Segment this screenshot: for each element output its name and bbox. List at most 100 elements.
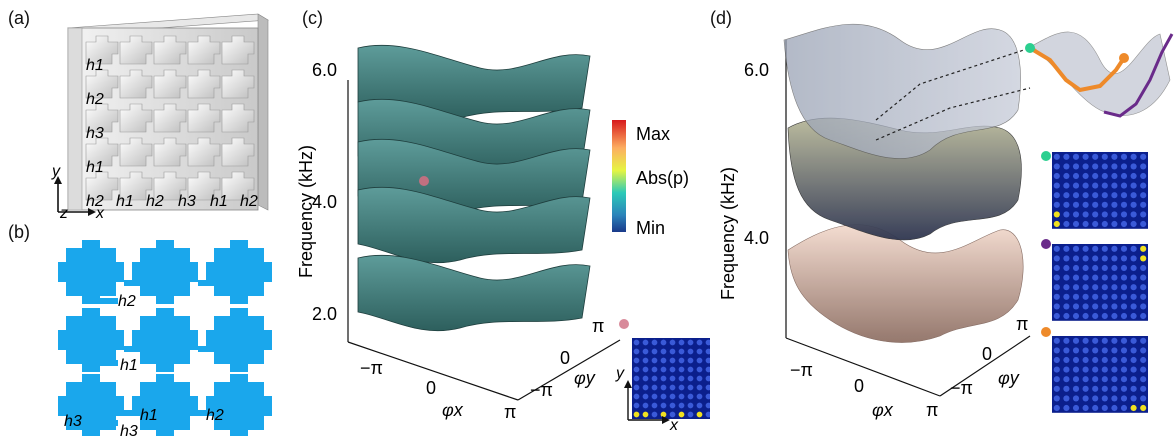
field-map-dot xyxy=(1053,211,1060,218)
field-map-dot xyxy=(1130,153,1137,160)
field-map-dot xyxy=(1063,293,1070,300)
field-map-dot xyxy=(1111,274,1118,281)
field-map-dot xyxy=(1082,211,1089,218)
field-map-dot xyxy=(669,357,676,364)
field-map-dot xyxy=(1120,172,1128,180)
field-map-dot xyxy=(1101,347,1108,354)
xlabel-c: φx xyxy=(442,400,464,420)
field-map-dot xyxy=(651,366,658,373)
field-map-dot xyxy=(1140,366,1147,373)
field-map-dot xyxy=(1053,172,1060,180)
field-map-dot xyxy=(1101,255,1108,262)
connector-lines-d xyxy=(875,47,1031,121)
structure-cell xyxy=(187,137,221,167)
panel-d-plot: Frequency (kHz) 4.0 6.0 −π 0 π φx −π 0 π… xyxy=(718,23,1174,420)
field-map-dot xyxy=(1140,172,1147,180)
field-map-dot xyxy=(642,393,649,400)
field-map-dot xyxy=(678,375,685,382)
field-map-dot xyxy=(696,339,703,346)
field-map-dot xyxy=(1072,245,1080,252)
field-map-dot xyxy=(651,402,658,409)
field-map-dot xyxy=(1111,366,1118,373)
field-map-dot xyxy=(1140,376,1147,383)
connector-bar xyxy=(124,280,146,286)
field-map-dot xyxy=(1053,274,1060,281)
field-map-dot xyxy=(1072,264,1080,272)
field-map-dot xyxy=(696,375,703,382)
structure-cell xyxy=(153,137,187,167)
field-map-dot xyxy=(1063,182,1070,189)
field-map-dot xyxy=(696,402,703,409)
field-map-dot xyxy=(1140,404,1147,412)
field-map-dot xyxy=(1140,312,1147,320)
field-map-dot xyxy=(642,348,649,355)
h-label-v3: h3 xyxy=(86,125,104,142)
xtick-d-2: π xyxy=(926,400,938,420)
dim-h3: h3 xyxy=(64,413,82,430)
field-map-dot xyxy=(1120,284,1128,291)
colorbar-mid: Abs(p) xyxy=(636,168,689,188)
field-map-dot xyxy=(705,339,710,346)
field-map-dot xyxy=(651,384,658,391)
field-map-dot xyxy=(1092,312,1099,320)
field-map-dot xyxy=(1082,201,1089,208)
field-map-dot xyxy=(1092,347,1099,354)
field-map-dot xyxy=(1130,274,1137,281)
field-map-dot xyxy=(696,366,703,373)
field-map-dot xyxy=(1111,312,1118,320)
field-map-dot xyxy=(1130,264,1137,272)
field-map-dot xyxy=(1092,303,1099,310)
field-map-dot xyxy=(1082,245,1089,252)
field-map-dot xyxy=(1111,201,1118,208)
field-map-dot xyxy=(1111,404,1118,412)
unit-cell-block xyxy=(206,308,272,372)
xlabel-d: φx xyxy=(872,400,894,420)
field-map-dot xyxy=(1063,264,1070,272)
field-map-dot xyxy=(1063,376,1070,383)
connector-bar xyxy=(198,280,220,286)
structure-cell xyxy=(153,103,187,133)
h-label-v2: h2 xyxy=(86,91,104,108)
field-map-dot xyxy=(1092,211,1099,218)
field-map-dot xyxy=(633,393,640,400)
field-map-dot xyxy=(1120,201,1128,208)
field-map-dot xyxy=(1053,201,1060,208)
field-map-dot xyxy=(1092,385,1099,392)
field-map-dot xyxy=(633,402,640,409)
xtick-d-1: 0 xyxy=(854,376,864,396)
field-map-dot xyxy=(1082,192,1089,199)
field-map-dot xyxy=(1111,293,1118,300)
field-map-dot xyxy=(669,366,676,373)
field-map-dot xyxy=(669,393,676,400)
panel-c-label: (c) xyxy=(302,8,323,28)
structure-cell xyxy=(187,35,221,65)
structure-cell xyxy=(119,137,153,167)
colorbar-max: Max xyxy=(636,124,670,144)
field-map-dot xyxy=(1092,264,1099,272)
connector-bar xyxy=(198,346,220,352)
field-map-dot xyxy=(1101,293,1108,300)
field-map-dot xyxy=(687,339,694,346)
field-map-dot xyxy=(1063,347,1070,354)
field-map-dot xyxy=(1101,356,1108,364)
field-map-dot xyxy=(633,348,640,355)
field-map-dot xyxy=(1101,274,1108,281)
field-map-dot xyxy=(660,348,667,355)
field-map-dot xyxy=(1082,172,1089,180)
field-map-dot xyxy=(669,348,676,355)
band-low-d xyxy=(787,224,1024,343)
field-map-dot xyxy=(660,411,667,418)
field-map-dot xyxy=(1130,347,1137,354)
unit-cell-block xyxy=(132,308,198,372)
mode-marker-d-purple xyxy=(1041,239,1051,249)
field-map-dot xyxy=(1092,153,1099,160)
field-map-dot xyxy=(1063,356,1070,364)
panel-c-plot: Frequency (kHz) 2.0 4.0 6.0 −π 0 π φx −π… xyxy=(296,44,710,434)
field-map-dot xyxy=(1130,192,1137,199)
field-map-dot xyxy=(642,402,649,409)
field-map-dot xyxy=(633,411,640,418)
field-map-dot xyxy=(1130,303,1137,310)
field-map-dot xyxy=(1111,347,1118,354)
field-map-dot xyxy=(1101,312,1108,320)
field-map-dot xyxy=(1053,284,1060,291)
